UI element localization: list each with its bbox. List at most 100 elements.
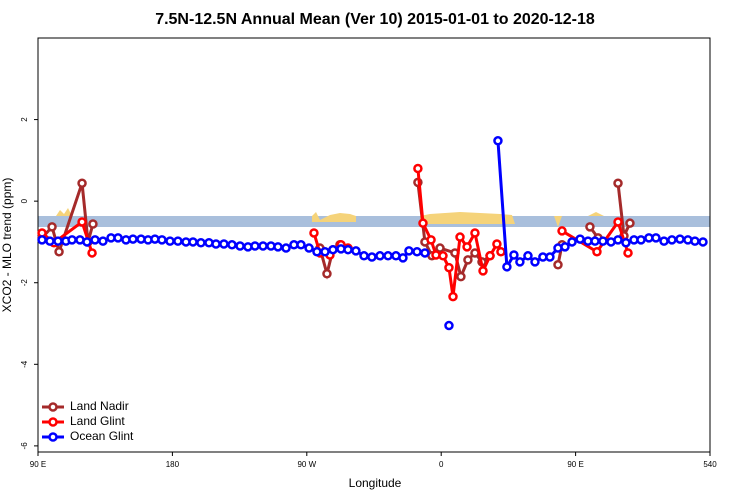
data-point (273, 242, 283, 252)
data-point (470, 228, 480, 238)
data-point (659, 236, 669, 246)
land-shape (588, 212, 604, 216)
data-point (435, 243, 445, 253)
land-fraction (56, 208, 604, 227)
data-point (690, 236, 700, 246)
data-point (418, 218, 428, 228)
data-point (413, 163, 423, 174)
data-point (515, 257, 525, 267)
chart-title: 7.5N-12.5N Annual Mean (Ver 10) 2015-01-… (155, 11, 595, 28)
legend-marker (48, 417, 58, 427)
series (37, 136, 708, 331)
data-point (575, 234, 585, 244)
data-point (113, 233, 123, 243)
data-point (383, 251, 393, 261)
data-point (667, 235, 677, 245)
data-point (412, 246, 422, 257)
data-point (625, 218, 635, 228)
data-point (553, 260, 563, 270)
data-point (328, 244, 338, 255)
data-point (426, 235, 436, 245)
data-point (235, 241, 245, 251)
data-point (82, 237, 92, 247)
data-point (250, 241, 260, 251)
data-point (420, 248, 430, 258)
data-point (296, 240, 306, 250)
data-point (496, 246, 506, 257)
data-point (621, 238, 631, 248)
data-point (455, 232, 465, 242)
data-point (211, 239, 221, 249)
data-point (444, 320, 454, 331)
data-point (636, 235, 646, 245)
data-point (585, 222, 595, 232)
data-point (651, 233, 661, 243)
data-point (613, 235, 623, 245)
data-point (592, 246, 602, 257)
data-point (493, 136, 503, 146)
data-point (613, 217, 623, 227)
data-point (351, 246, 361, 256)
x-tick-label: 180 (166, 460, 180, 469)
data-point (590, 236, 600, 246)
data-point (77, 217, 87, 227)
data-point (37, 235, 47, 245)
x-tick-label: 540 (703, 460, 717, 469)
data-point (456, 271, 466, 282)
data-point (560, 242, 570, 252)
x-axis-label: Longitude (349, 476, 402, 490)
x-tick-label: 90 W (297, 460, 316, 469)
data-point (227, 240, 237, 250)
land-shape (312, 212, 356, 222)
legend-label: Ocean Glint (70, 429, 134, 443)
data-point (88, 219, 98, 229)
data-point (567, 237, 577, 247)
ocean-band (38, 216, 710, 227)
data-point (448, 291, 458, 302)
y-tick-label: -6 (20, 442, 29, 450)
data-point (77, 178, 87, 188)
legend-marker (48, 432, 58, 442)
data-point (128, 234, 138, 244)
data-point (343, 244, 353, 255)
y-tick-label: 2 (20, 117, 29, 122)
data-point (87, 248, 97, 258)
data-point (309, 228, 319, 238)
data-point (45, 236, 55, 246)
land-shape (420, 212, 515, 224)
data-point (545, 252, 555, 262)
data-point (53, 236, 63, 246)
data-point (54, 246, 64, 257)
data-point (462, 242, 472, 252)
data-point (367, 252, 377, 262)
data-point (398, 253, 408, 263)
data-point (157, 235, 167, 245)
data-point (485, 251, 495, 261)
data-point (502, 262, 512, 272)
data-point (173, 236, 183, 246)
data-point (623, 248, 633, 258)
data-point (304, 243, 314, 253)
land-shape (56, 208, 72, 216)
data-point (165, 236, 175, 246)
data-point (322, 269, 332, 279)
data-point (478, 266, 488, 276)
y-tick-label: 0 (20, 198, 29, 203)
data-point (613, 178, 623, 188)
y-tick-label: -4 (20, 360, 29, 368)
data-point (523, 251, 533, 261)
y-axis-label: XCO2 - MLO trend (ppm) (0, 178, 14, 313)
legend-label: Land Nadir (70, 399, 129, 413)
data-point (438, 251, 448, 261)
data-point (598, 236, 608, 246)
land-shape (554, 216, 562, 227)
data-point (312, 246, 322, 257)
data-point (196, 238, 206, 248)
data-point (47, 222, 57, 232)
data-point (492, 239, 502, 249)
data-point (67, 235, 77, 245)
data-point (320, 246, 330, 257)
data-point (404, 246, 414, 256)
